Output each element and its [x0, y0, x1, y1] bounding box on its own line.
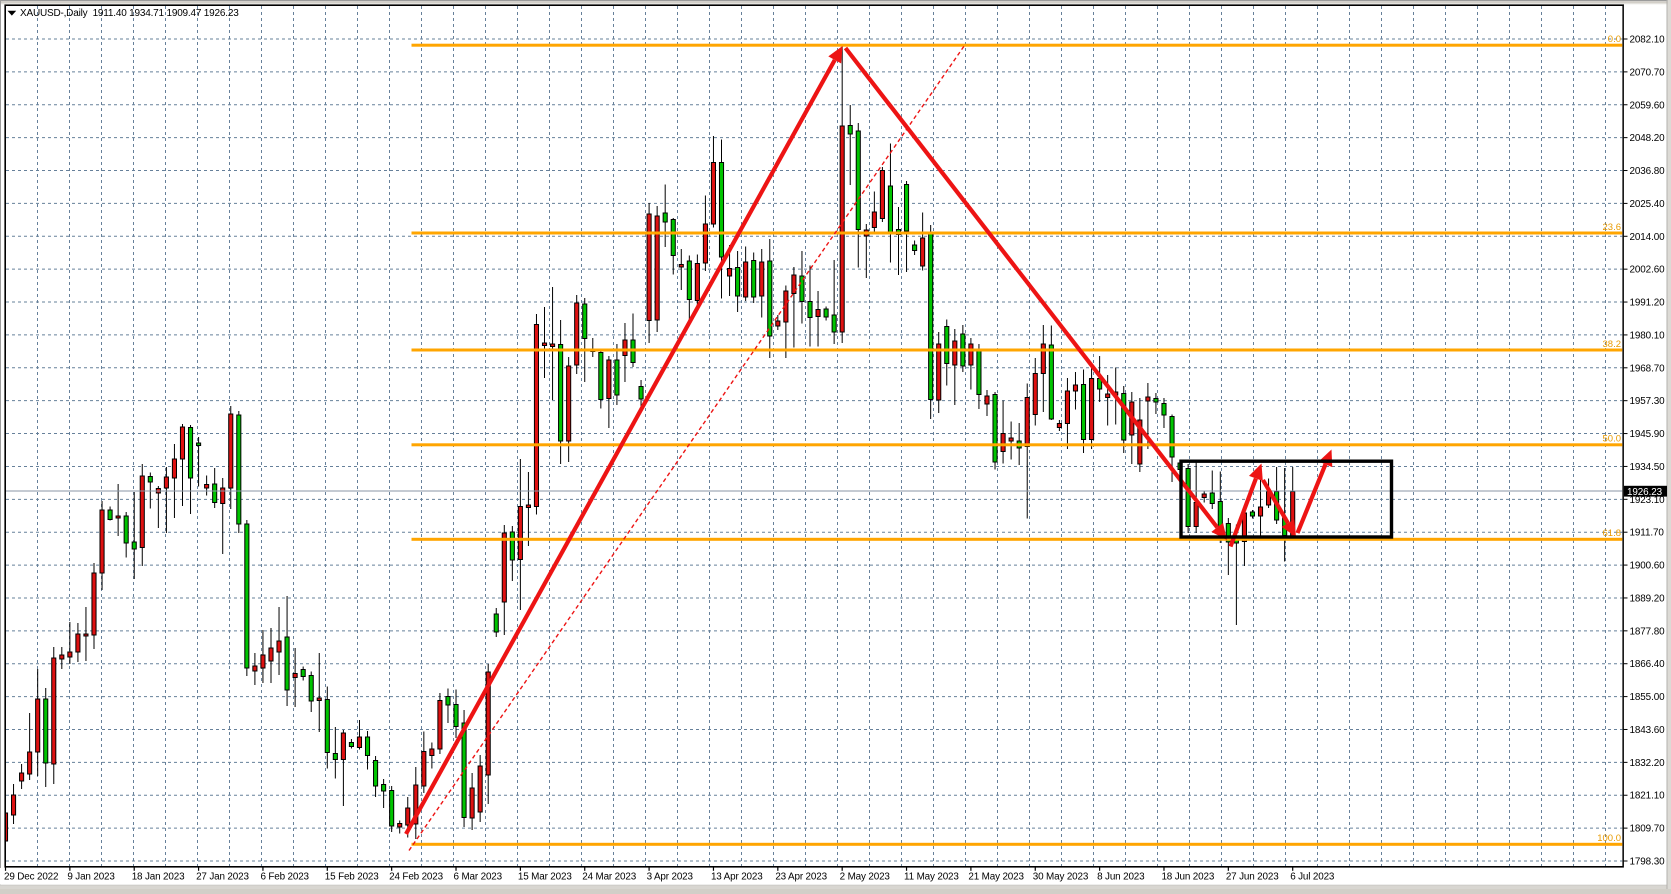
svg-text:11 May 2023: 11 May 2023 — [904, 872, 959, 883]
svg-text:2048.20: 2048.20 — [1630, 133, 1666, 144]
svg-text:1843.60: 1843.60 — [1630, 725, 1666, 736]
svg-text:2025.40: 2025.40 — [1630, 199, 1666, 210]
svg-text:2070.70: 2070.70 — [1630, 67, 1666, 78]
svg-text:1798.30: 1798.30 — [1630, 857, 1666, 868]
svg-text:27 Jan 2023: 27 Jan 2023 — [196, 872, 249, 883]
svg-text:1855.00: 1855.00 — [1630, 692, 1666, 703]
svg-text:61.8: 61.8 — [1603, 528, 1622, 539]
svg-text:24 Feb 2023: 24 Feb 2023 — [389, 872, 443, 883]
svg-text:1832.20: 1832.20 — [1630, 758, 1666, 769]
svg-text:27 Jun 2023: 27 Jun 2023 — [1226, 872, 1279, 883]
svg-text:50.0: 50.0 — [1603, 434, 1622, 445]
svg-text:24 Mar 2023: 24 Mar 2023 — [582, 872, 636, 883]
svg-text:23 Apr 2023: 23 Apr 2023 — [775, 872, 827, 883]
svg-text:1821.10: 1821.10 — [1630, 791, 1666, 802]
svg-text:2002.60: 2002.60 — [1630, 265, 1666, 276]
svg-text:1957.30: 1957.30 — [1630, 396, 1666, 407]
svg-text:38.2: 38.2 — [1603, 339, 1622, 350]
svg-text:15 Feb 2023: 15 Feb 2023 — [325, 872, 379, 883]
svg-text:1923.10: 1923.10 — [1630, 495, 1666, 506]
svg-text:1980.10: 1980.10 — [1630, 330, 1666, 341]
svg-text:1889.20: 1889.20 — [1630, 593, 1666, 604]
svg-text:1877.80: 1877.80 — [1630, 626, 1666, 637]
svg-text:9 Jan 2023: 9 Jan 2023 — [67, 872, 115, 883]
svg-text:29 Dec 2022: 29 Dec 2022 — [4, 872, 58, 883]
svg-text:21 May 2023: 21 May 2023 — [968, 872, 1024, 883]
svg-text:1911.70: 1911.70 — [1630, 528, 1665, 539]
svg-text:2082.10: 2082.10 — [1630, 35, 1666, 46]
svg-text:6 Jul 2023: 6 Jul 2023 — [1290, 872, 1335, 883]
svg-text:18 Jun 2023: 18 Jun 2023 — [1161, 872, 1214, 883]
svg-text:23.6: 23.6 — [1603, 222, 1622, 233]
svg-text:6 Feb 2023: 6 Feb 2023 — [260, 872, 309, 883]
svg-text:1900.60: 1900.60 — [1630, 561, 1666, 572]
svg-text:100.0: 100.0 — [1597, 833, 1621, 844]
svg-text:2059.60: 2059.60 — [1630, 100, 1666, 111]
svg-text:1945.90: 1945.90 — [1630, 429, 1666, 440]
svg-text:XAUUSD-,Daily 1911.40 1934.71: XAUUSD-,Daily 1911.40 1934.71 1909.47 19… — [20, 8, 239, 19]
svg-text:6 Mar 2023: 6 Mar 2023 — [454, 872, 503, 883]
svg-text:1991.20: 1991.20 — [1630, 298, 1666, 309]
svg-text:3 Apr 2023: 3 Apr 2023 — [647, 872, 694, 883]
svg-text:1866.40: 1866.40 — [1630, 659, 1666, 670]
svg-text:2 May 2023: 2 May 2023 — [840, 872, 891, 883]
svg-text:1809.70: 1809.70 — [1630, 824, 1666, 835]
svg-text:18 Jan 2023: 18 Jan 2023 — [132, 872, 185, 883]
svg-text:8 Jun 2023: 8 Jun 2023 — [1097, 872, 1145, 883]
svg-text:15 Mar 2023: 15 Mar 2023 — [518, 872, 572, 883]
svg-text:2036.80: 2036.80 — [1630, 166, 1666, 177]
svg-text:30 May 2023: 30 May 2023 — [1033, 872, 1089, 883]
svg-text:1934.50: 1934.50 — [1630, 462, 1666, 473]
svg-text:2014.00: 2014.00 — [1630, 232, 1666, 243]
svg-text:1926.23: 1926.23 — [1627, 487, 1663, 498]
svg-text:0.0: 0.0 — [1608, 34, 1621, 45]
svg-text:1968.70: 1968.70 — [1630, 363, 1666, 374]
svg-text:13 Apr 2023: 13 Apr 2023 — [711, 872, 763, 883]
